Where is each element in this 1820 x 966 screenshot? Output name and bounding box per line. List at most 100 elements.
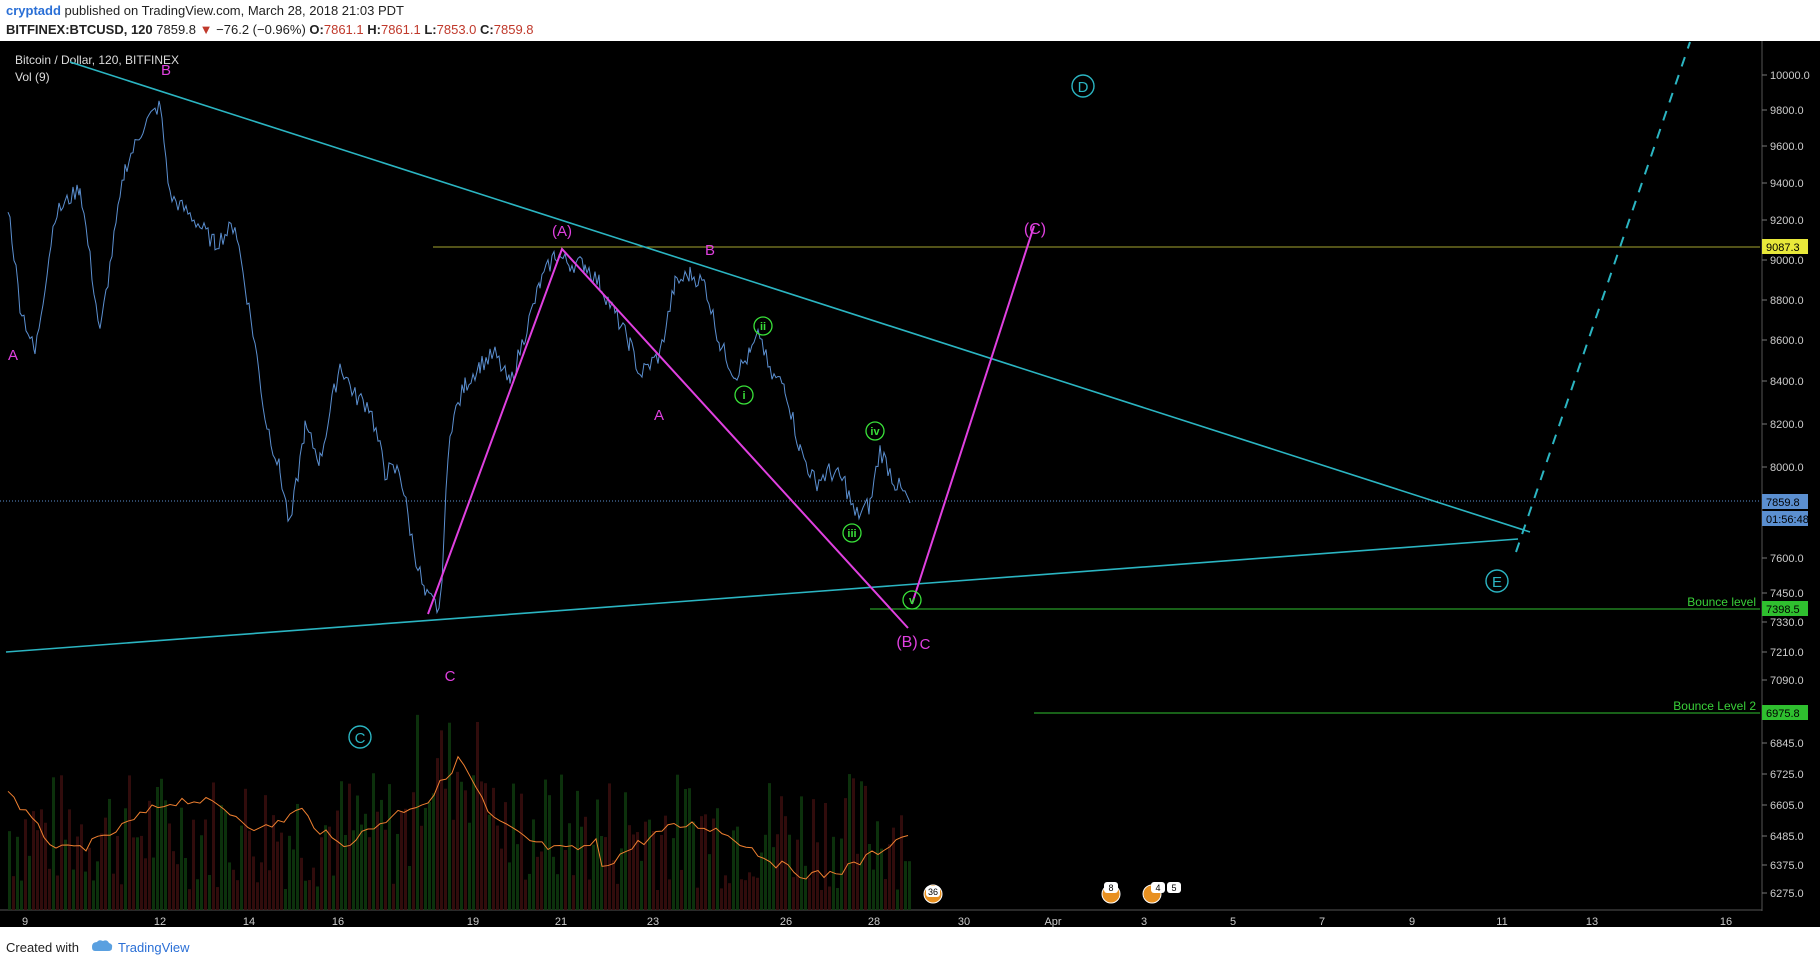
author-link[interactable]: cryptadd: [6, 3, 61, 18]
y-tick-label: 7090.0: [1770, 675, 1804, 687]
volume-bar: [88, 847, 91, 910]
publish-text: published on TradingView.com, March 28, …: [64, 3, 404, 18]
y-tick-label: 8000.0: [1770, 462, 1804, 474]
volume-bar: [16, 836, 19, 910]
volume-bar: [288, 835, 291, 910]
x-tick-label: 9: [22, 916, 28, 927]
volume-bar: [444, 788, 447, 910]
volume-bar: [752, 876, 755, 910]
volume-bar: [732, 830, 735, 910]
last-price: 7859.8: [156, 22, 197, 37]
volume-bar: [556, 874, 559, 910]
volume-bar: [608, 783, 611, 910]
x-tick-label: 5: [1230, 916, 1236, 927]
volume-bar: [900, 815, 903, 910]
volume-bar: [356, 795, 359, 910]
volume-bar: [136, 837, 139, 910]
volume-bar: [720, 888, 723, 910]
volume-bar: [440, 730, 443, 910]
volume-bar: [228, 862, 231, 910]
volume-bar: [80, 824, 83, 910]
y-tick-label: 8800.0: [1770, 295, 1804, 307]
wave-label-green: ii: [760, 321, 766, 333]
price-tag-label: 6975.8: [1766, 708, 1800, 720]
y-tick-label: 6485.0: [1770, 831, 1804, 843]
volume-bar: [368, 837, 371, 910]
volume-bar: [864, 785, 867, 910]
volume-bar: [264, 795, 267, 910]
volume-bar: [396, 833, 399, 910]
open-label: O:: [309, 22, 324, 37]
volume-bar: [724, 875, 727, 910]
volume-bar: [260, 862, 263, 910]
volume-bar: [68, 809, 71, 910]
volume-bar: [36, 830, 39, 910]
volume-bar: [856, 853, 859, 910]
volume-bar: [28, 855, 31, 910]
volume-bar: [192, 819, 195, 910]
volume-bar: [824, 803, 827, 910]
y-tick-label: 10000.0: [1770, 70, 1810, 82]
y-tick-label: 6845.0: [1770, 738, 1804, 750]
wave-label-green: i: [742, 390, 745, 402]
wave-circle-green: [865, 421, 885, 441]
x-tick-label: 12: [154, 916, 166, 927]
volume-bar: [112, 873, 115, 910]
wave-circle-green: [902, 590, 922, 610]
volume-bar: [48, 868, 51, 910]
wave-circle-green: [753, 316, 773, 336]
volume-bar: [296, 803, 299, 910]
event-badge-count: 36: [928, 887, 938, 897]
volume-bar: [328, 826, 331, 910]
volume-bar: [536, 856, 539, 910]
volume-bar: [300, 857, 303, 910]
price-change: −76.2 (−0.96%): [216, 22, 306, 37]
volume-bar: [272, 815, 275, 910]
chart-canvas[interactable]: Bitcoin / Dollar, 120, BITFINEX Vol (9) 10…: [0, 41, 1820, 927]
volume-bar: [656, 889, 659, 910]
volume-bar: [452, 819, 455, 910]
volume-bar: [52, 777, 55, 910]
volume-bar: [176, 864, 179, 910]
y-tick-label: 6375.0: [1770, 860, 1804, 872]
volume-bar: [648, 819, 651, 910]
volume-bar: [436, 758, 439, 910]
tradingview-link[interactable]: TradingView: [118, 940, 190, 955]
volume-bar: [504, 802, 507, 910]
x-tick-label: 30: [958, 916, 970, 927]
chart-area[interactable]: Bitcoin / Dollar, 120, BITFINEX Vol (9) 10…: [0, 41, 1820, 927]
volume-bar: [872, 869, 875, 910]
y-tick-label: 7600.0: [1770, 553, 1804, 565]
volume-bar: [792, 877, 795, 910]
wave-label-cyan: D: [1078, 79, 1089, 96]
volume-bar: [156, 786, 159, 910]
volume-bar: [376, 811, 379, 910]
volume-bar: [468, 822, 471, 910]
volume-bar: [812, 799, 815, 910]
wave-label-pink: C: [920, 636, 931, 653]
volume-bar: [780, 796, 783, 910]
volume-bar: [496, 825, 499, 910]
symbol-label: BITFINEX:BTCUSD, 120: [6, 22, 153, 37]
volume-ma-line: [7, 755, 909, 880]
high-value: 7861.1: [380, 22, 421, 37]
volume-bar: [344, 834, 347, 910]
low-label: L:: [424, 22, 437, 37]
volume-bar: [660, 834, 663, 910]
price-tag: [1762, 494, 1808, 509]
volume-bar: [84, 871, 87, 910]
volume-bar: [576, 790, 579, 910]
x-tick-label: Apr: [1044, 916, 1061, 927]
volume-bar: [584, 816, 587, 910]
volume-bar: [508, 862, 511, 910]
volume-bar: [868, 843, 871, 910]
volume-bar: [552, 856, 555, 910]
volume-bar: [880, 848, 883, 910]
chart-header: cryptadd published on TradingView.com, M…: [0, 0, 1820, 41]
price-tag-label: 7398.5: [1766, 604, 1800, 616]
volume-bar: [432, 793, 435, 910]
volume-bar: [816, 842, 819, 910]
volume-bar: [896, 889, 899, 910]
volume-bar: [500, 848, 503, 910]
volume-bar: [108, 798, 111, 910]
